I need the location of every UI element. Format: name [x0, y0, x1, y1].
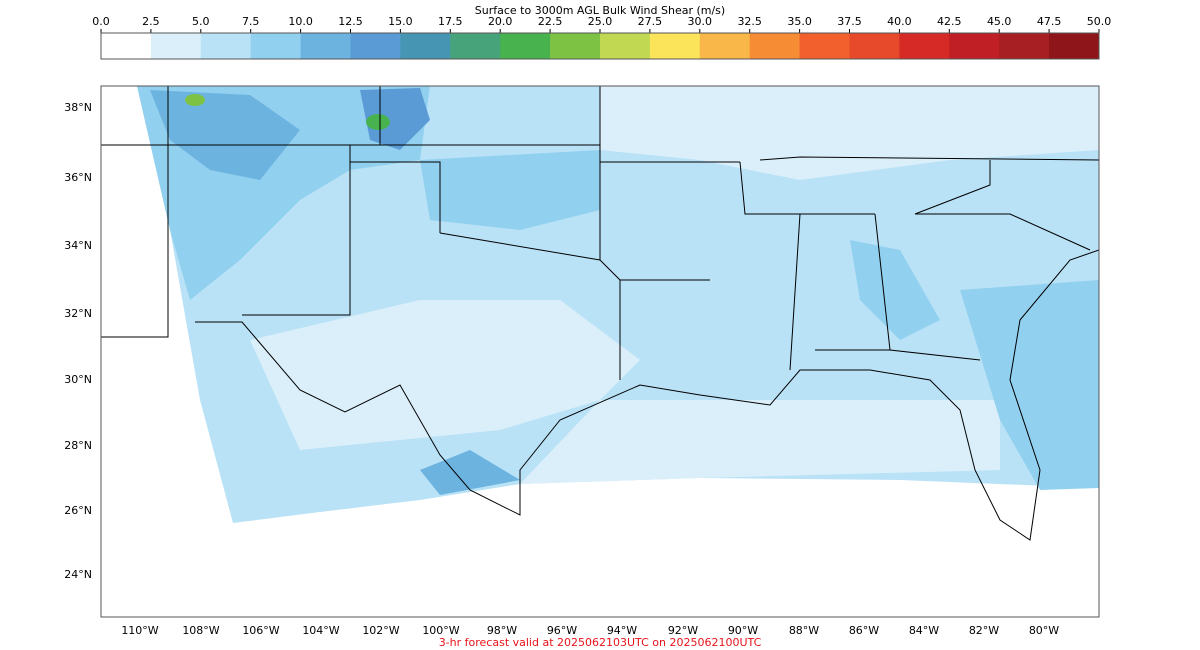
footer: 3-hr forecast valid at 2025062103UTC on … [439, 636, 762, 649]
lat-label: 28°N [64, 439, 92, 452]
colorbar-tick-label: 47.5 [1037, 15, 1062, 28]
colorbar-tick-label: 32.5 [737, 15, 762, 28]
lat-label: 36°N [64, 171, 92, 184]
colorbar-tick-label: 12.5 [338, 15, 363, 28]
colorbar-tick-label: 15.0 [388, 15, 413, 28]
colorbar-swatch [500, 33, 551, 59]
colorbar-swatch [949, 33, 1000, 59]
colorbar-swatch [600, 33, 651, 59]
lat-label: 26°N [64, 504, 92, 517]
colorbar-tick-label: 0.0 [92, 15, 110, 28]
lon-label: 96°W [547, 624, 577, 637]
shade [185, 94, 205, 106]
lon-label: 98°W [487, 624, 517, 637]
lon-label: 92°W [668, 624, 698, 637]
lon-label: 110°W [121, 624, 158, 637]
lon-label: 88°W [789, 624, 819, 637]
colorbar-swatch [849, 33, 900, 59]
colorbar-tick-label: 50.0 [1087, 15, 1112, 28]
shade [250, 300, 640, 450]
shade [600, 86, 1099, 180]
lat-label: 30°N [64, 373, 92, 386]
lon-labels: 110°W 108°W 106°W 104°W 102°W 100°W 98°W 96°W 94… [121, 624, 1059, 637]
colorbar-tick-label: 2.5 [142, 15, 160, 28]
colorbar-swatch [699, 33, 751, 59]
colorbar-swatch [649, 33, 701, 59]
colorbar-tick-label: 25.0 [588, 15, 613, 28]
colorbar-tick-label: 17.5 [438, 15, 463, 28]
colorbar-swatch [101, 33, 152, 59]
colorbar-swatch [799, 33, 850, 59]
colorbar-tick-label: 42.5 [937, 15, 962, 28]
colorbar-tick-label: 20.0 [488, 15, 513, 28]
lon-label: 102°W [362, 624, 399, 637]
shade [150, 90, 300, 180]
colorbar-swatch [749, 33, 801, 59]
shade [960, 280, 1099, 490]
shade [420, 150, 600, 230]
lon-label: 84°W [909, 624, 939, 637]
lon-label: 100°W [422, 624, 459, 637]
colorbar-tick-label: 22.5 [538, 15, 563, 28]
shade [850, 240, 940, 340]
colorbar-tick-label: 10.0 [288, 15, 313, 28]
map-frame [100, 85, 1100, 618]
lon-label: 82°W [969, 624, 999, 637]
map-area [101, 86, 1099, 541]
lon-label: 86°W [849, 624, 879, 637]
colorbar-swatch [550, 33, 601, 59]
colorbar-tick-label: 5.0 [192, 15, 210, 28]
colorbar-swatch [150, 33, 202, 59]
colorbar-swatch [300, 33, 351, 59]
colorbar-swatch [350, 33, 401, 59]
colorbar-swatch [899, 33, 950, 59]
colorbar-tick-label: 30.0 [688, 15, 713, 28]
colorbar-swatch [200, 33, 252, 59]
lat-label: 34°N [64, 239, 92, 252]
colorbar-swatch [400, 33, 451, 59]
lon-label: 106°W [242, 624, 279, 637]
lat-label: 32°N [64, 307, 92, 320]
lat-labels: 38°N 36°N 34°N 32°N 30°N 28°N 26°N 24°N [64, 101, 92, 581]
lat-label: 38°N [64, 101, 92, 114]
lon-label: 80°W [1029, 624, 1059, 637]
lon-label: 104°W [302, 624, 339, 637]
lat-label: 24°N [64, 568, 92, 581]
colorbar-tick-label: 7.5 [242, 15, 260, 28]
lon-label: 90°W [728, 624, 758, 637]
colorbar-frame [100, 32, 1100, 60]
colorbar-swatch [450, 33, 501, 59]
colorbar-tick-label: 35.0 [787, 15, 812, 28]
state-borders [101, 86, 1099, 541]
colorbar-tick-label: 40.0 [887, 15, 912, 28]
colorbar-title: Surface to 3000m AGL Bulk Wind Shear (m/… [475, 4, 725, 17]
lon-label: 108°W [182, 624, 219, 637]
colorbar-tick-label: 37.5 [837, 15, 862, 28]
colorbar-swatch [1049, 33, 1100, 59]
shade [366, 114, 390, 130]
colorbar-swatch [999, 33, 1050, 59]
colorbar-tick-label: 27.5 [638, 15, 663, 28]
colorbar: 0.0 2.5 5.0 7.5 10.0 12.5 15.0 17.5 20.0 22.5 25.0… [92, 15, 1111, 59]
colorbar-swatch [250, 33, 302, 59]
shade [520, 400, 1000, 484]
lon-label: 94°W [607, 624, 637, 637]
shade [360, 88, 430, 150]
colorbar-tick-label: 45.0 [987, 15, 1012, 28]
